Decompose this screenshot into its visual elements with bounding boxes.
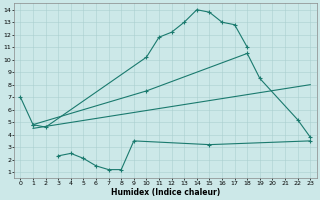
X-axis label: Humidex (Indice chaleur): Humidex (Indice chaleur) [111, 188, 220, 197]
